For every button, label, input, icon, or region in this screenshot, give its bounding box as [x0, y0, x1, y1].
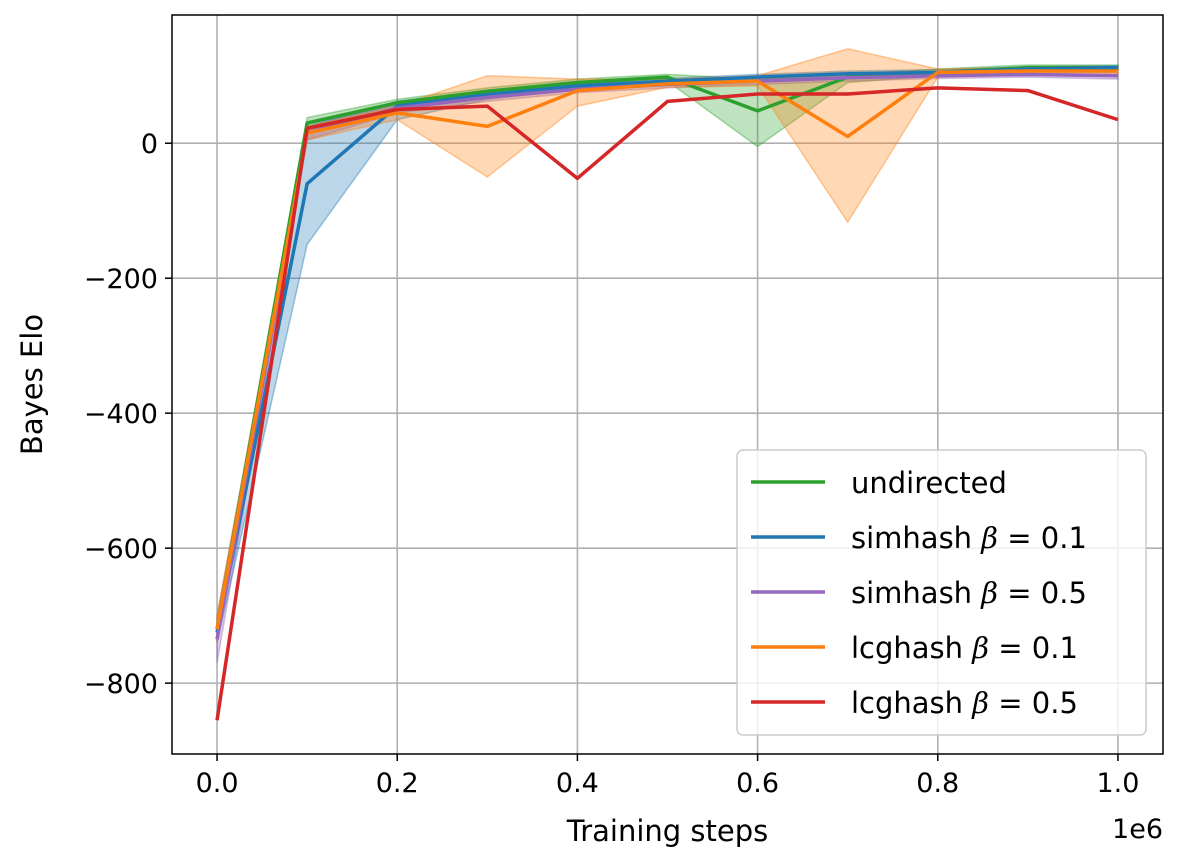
legend-entry: simhash β = 0.1 [751, 521, 1087, 555]
legend-label-name: simhash [851, 521, 981, 555]
x-axis-ticks: 0.0 0.2 0.4 0.6 0.8 1.0 [196, 754, 1139, 799]
legend-label-value: = 0.1 [989, 631, 1078, 665]
y-tick-label: 0 [141, 129, 158, 160]
series-line [215, 86, 1119, 721]
legend-label-symbol: β [971, 631, 989, 665]
y-tick-label: −600 [84, 534, 158, 565]
legend-label: simhash β = 0.1 [851, 521, 1087, 555]
legend-label-value: = 0.1 [998, 521, 1087, 555]
y-tick-label: −800 [84, 669, 158, 700]
legend-label-symbol: β [980, 576, 998, 610]
plot-area-frame [171, 14, 1164, 755]
legend-label: lcghash β = 0.5 [851, 686, 1078, 720]
x-tick-label: 1.0 [1096, 768, 1139, 799]
legend-entry: undirected [751, 466, 1007, 500]
legend-label-symbol: β [980, 521, 998, 555]
series-lines [215, 65, 1119, 721]
legend-label-name: simhash [851, 576, 981, 610]
x-tick-label: 0.0 [196, 768, 239, 799]
legend-label: simhash β = 0.5 [851, 576, 1087, 610]
legend-entry: lcghash β = 0.1 [751, 631, 1078, 665]
legend-label: undirected [851, 466, 1007, 500]
y-axis-ticks: −800 −600 −400 −200 0 [84, 129, 172, 700]
legend-box [736, 449, 1147, 736]
legend-label-name: lcghash [851, 686, 972, 720]
x-tick-label: 0.4 [556, 768, 599, 799]
x-tick-label: 0.6 [736, 768, 779, 799]
grid-lines [172, 15, 1163, 754]
legend-label-name: lcghash [851, 631, 972, 665]
legend-entry: simhash β = 0.5 [751, 576, 1087, 610]
legend-entry: lcghash β = 0.5 [751, 686, 1078, 720]
x-tick-label: 0.8 [916, 768, 959, 799]
x-axis-label: Training steps [566, 814, 769, 848]
legend-label-value: = 0.5 [998, 576, 1087, 610]
x-tick-label: 0.2 [376, 768, 419, 799]
legend-label: lcghash β = 0.1 [851, 631, 1078, 665]
y-tick-label: −200 [84, 264, 158, 295]
y-tick-label: −400 [84, 399, 158, 430]
legend-label-name: undirected [851, 466, 1007, 500]
legend-label-value: = 0.5 [989, 686, 1078, 720]
y-axis-label: Bayes Elo [15, 314, 49, 455]
legend-label-symbol: β [971, 686, 989, 720]
x-axis-offset-label: 1e6 [1112, 814, 1163, 845]
series-line [215, 69, 1118, 630]
